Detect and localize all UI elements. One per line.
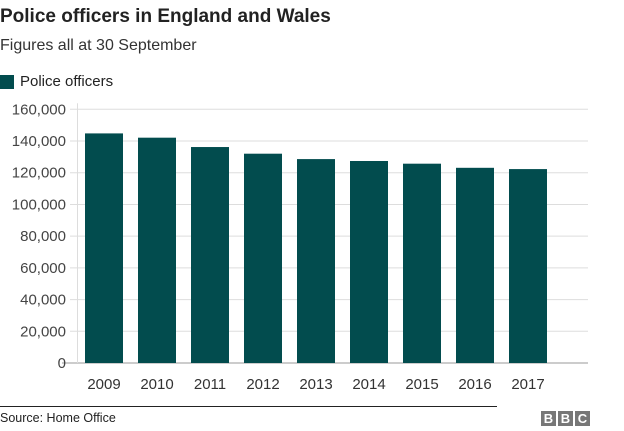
- x-tick-label: 2017: [511, 376, 544, 393]
- bar: [403, 163, 441, 363]
- x-tick-label: 2013: [299, 376, 332, 393]
- bar: [297, 159, 335, 363]
- footer-divider: [0, 406, 497, 407]
- x-tick-label: 2011: [194, 376, 226, 393]
- bar: [509, 169, 547, 363]
- legend: Police officers: [0, 73, 113, 90]
- x-tick-label: 2009: [87, 376, 120, 393]
- bar: [85, 133, 123, 363]
- chart-subtitle: Figures all at 30 September: [0, 37, 197, 54]
- bar: [350, 160, 388, 363]
- chart-title: Police officers in England and Wales: [0, 6, 331, 27]
- x-tick-label: 2012: [246, 376, 279, 393]
- y-tick-label: 80,000: [20, 228, 66, 245]
- source-text: Source: Home Office: [0, 411, 116, 425]
- y-tick-label: 120,000: [12, 165, 66, 182]
- y-tick-label: 100,000: [12, 196, 66, 213]
- bar: [244, 153, 282, 363]
- bar: [191, 147, 229, 363]
- y-tick-label: 140,000: [12, 133, 66, 150]
- bar: [138, 137, 176, 363]
- x-tick-label: 2016: [458, 376, 491, 393]
- legend-label: Police officers: [20, 73, 114, 90]
- x-tick-label: 2015: [405, 376, 438, 393]
- bar: [456, 167, 494, 363]
- y-tick-label: 60,000: [20, 260, 66, 277]
- x-tick-label: 2014: [352, 376, 385, 393]
- x-tick-label: 2010: [140, 376, 173, 393]
- legend-swatch: [0, 74, 14, 89]
- y-tick-label: 160,000: [12, 101, 66, 118]
- y-tick-label: 20,000: [20, 323, 66, 340]
- y-tick-label: 0: [58, 355, 66, 372]
- y-tick-label: 40,000: [20, 292, 66, 309]
